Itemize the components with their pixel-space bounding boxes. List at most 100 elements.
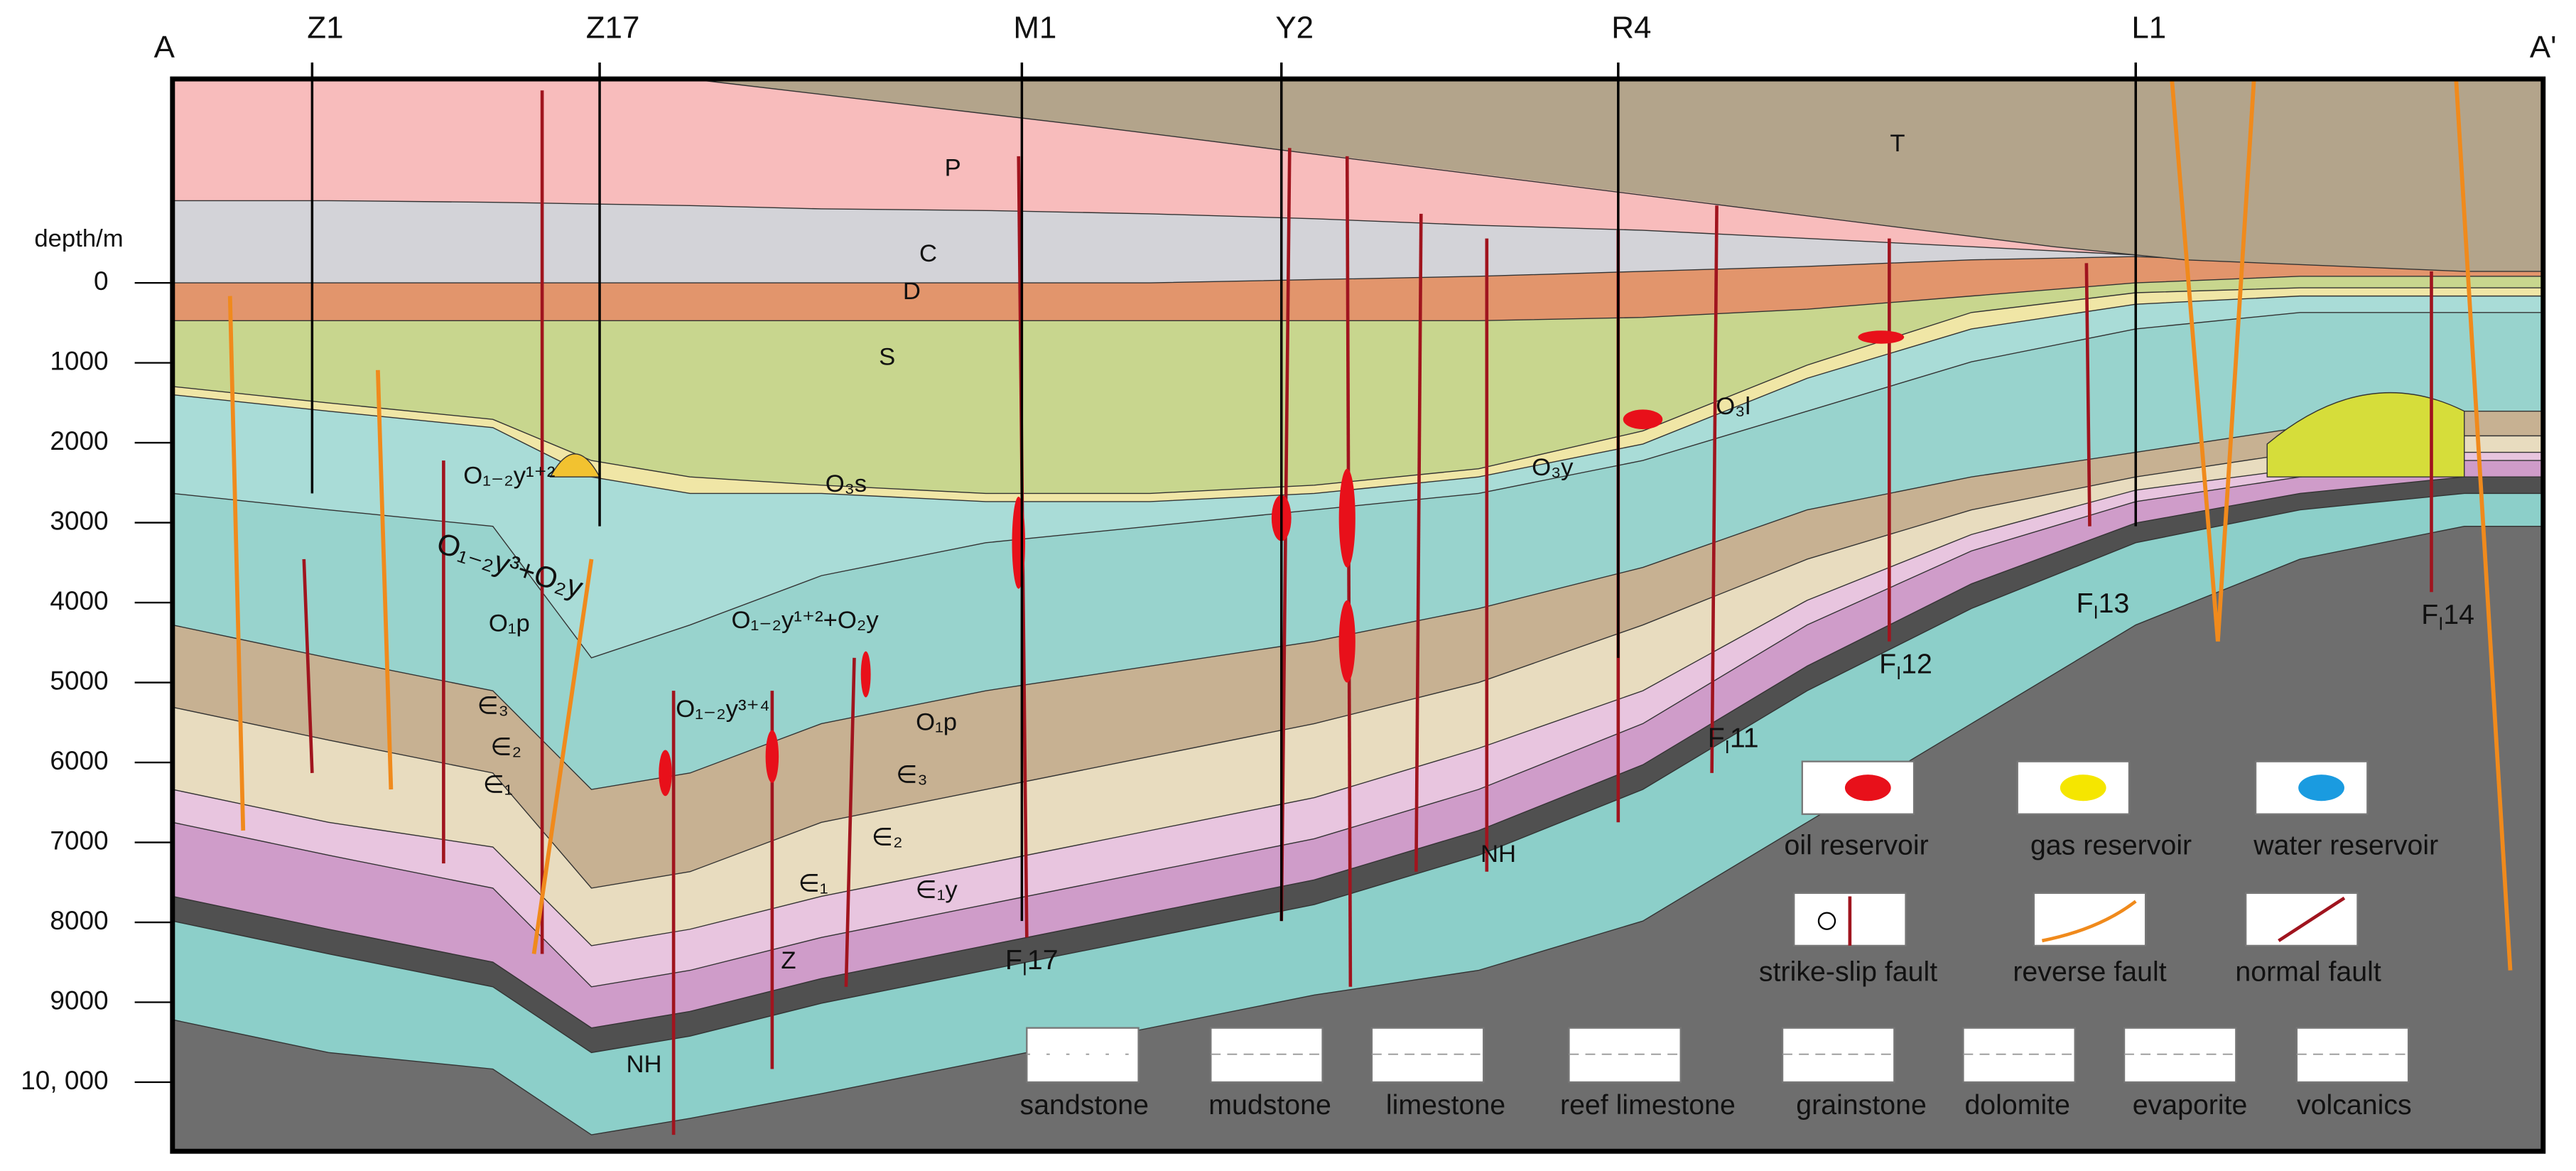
fault-label: FI17 <box>1005 944 1059 979</box>
well-name: L1 <box>2131 10 2166 45</box>
depth-tick-label: 10, 000 <box>21 1065 108 1095</box>
legend-label: reef limestone <box>1560 1089 1736 1121</box>
legend-box <box>2123 1027 2237 1084</box>
stratum-label: O₃l <box>1716 393 1750 420</box>
stratum-label: ∈₂ <box>872 824 903 851</box>
stratum-label: S <box>879 344 895 371</box>
fault-number: 14 <box>2443 599 2474 630</box>
stratum-label: ∈₁ <box>799 870 828 897</box>
legend-box <box>1801 760 1915 815</box>
uplift <box>2266 392 2465 477</box>
legend-box <box>1962 1027 2076 1084</box>
oil-body <box>1012 497 1025 589</box>
reverse-fault <box>531 558 594 954</box>
depth-tick-label: 8000 <box>50 905 108 935</box>
depth-tick-label: 1000 <box>50 345 108 375</box>
stratum-label: ∈₁y <box>916 877 958 904</box>
depth-tick-label: 3000 <box>50 505 108 535</box>
oil-body <box>765 730 779 783</box>
legend-box <box>1781 1027 1895 1084</box>
depth-tick-label: 2000 <box>50 426 108 455</box>
stratum-label: O₃s <box>826 470 867 497</box>
legend-label: limestone <box>1386 1089 1505 1121</box>
fault-number: 17 <box>1027 944 1059 976</box>
fault-sub: I <box>1022 959 1027 979</box>
fault-number: 11 <box>1730 723 1759 754</box>
fault-sub: I <box>1896 664 1901 684</box>
fault-label: FI11 <box>1708 723 1759 757</box>
legend-box <box>1370 1027 1485 1084</box>
legend-label: sandstone <box>1020 1089 1149 1121</box>
fault-label: FI12 <box>1879 649 1932 684</box>
frame <box>170 76 2546 1154</box>
stratum-label: ∈₃ <box>896 762 927 789</box>
reverse-fault <box>227 296 246 831</box>
strata <box>172 78 2544 1152</box>
legend-label: reverse fault <box>2013 956 2166 988</box>
stratum-label: C <box>919 240 937 267</box>
fault-line <box>844 657 856 987</box>
well-name: Z17 <box>586 10 640 45</box>
stratum-label: O₁₋₂y³⁺⁴ <box>676 696 770 723</box>
well-name: M1 <box>1013 10 1056 45</box>
stratum-label: O₁p <box>916 709 957 736</box>
legend-label: volcanics <box>2297 1089 2412 1121</box>
fault-number: 13 <box>2099 588 2130 619</box>
legend-label: grainstone <box>1796 1089 1927 1121</box>
legend-box <box>2295 1027 2410 1084</box>
depth-tick-label: 7000 <box>50 825 108 855</box>
well-name: Y2 <box>1275 10 1314 45</box>
legend-label: water reservoir <box>2253 829 2438 860</box>
legend-box <box>1026 1027 1140 1084</box>
stratum-label: ∈₂ <box>490 733 521 760</box>
fault-prefix: F <box>2421 599 2438 630</box>
legend-label: evaporite <box>2133 1089 2248 1121</box>
oil-body <box>1623 409 1663 430</box>
well-name: Z1 <box>307 10 343 45</box>
stratum-label: Z <box>781 947 796 974</box>
legend-symbol <box>2060 775 2106 802</box>
fault-line <box>1414 213 1423 872</box>
legend-symbol <box>1817 912 1836 930</box>
fault-sub: I <box>2438 614 2443 634</box>
labels: Z1 Z17 M1 Y2 R4 L1A A'depth/m01000200030004000… <box>21 10 2556 1121</box>
fault-prefix: F <box>1005 944 1022 976</box>
reverse-fault <box>375 369 394 790</box>
reverse-fault <box>2170 78 2220 642</box>
stratum-label: NH <box>1481 841 1516 868</box>
fault-prefix: F <box>1879 649 1896 680</box>
depth-title: depth/m <box>34 225 123 252</box>
stratum-label: O₃y <box>1532 454 1574 481</box>
stratum-label: ∈₁ <box>483 772 513 799</box>
stratum-label: T <box>1890 130 1905 157</box>
oil-body <box>860 651 871 698</box>
faults <box>227 62 2513 1135</box>
fault-label: FI13 <box>2077 588 2130 622</box>
legend-symbol <box>2298 775 2344 802</box>
oil-body <box>1858 330 1905 344</box>
depth-tick-label: 0 <box>94 266 109 296</box>
reverse-fault <box>2454 78 2513 971</box>
legend-label: gas reservoir <box>2030 829 2192 860</box>
oil-body <box>1338 600 1355 683</box>
legend-box <box>1568 1027 1682 1084</box>
depth-tick-label: 5000 <box>50 665 108 695</box>
legend-label: dolomite <box>1964 1089 2070 1121</box>
legend-label: strike-slip fault <box>1759 956 1937 988</box>
fault-line <box>2084 263 2091 527</box>
depth-tick-label: 4000 <box>50 586 108 615</box>
reverse-fault <box>2215 78 2256 642</box>
legend-symbol <box>2278 896 2346 942</box>
gas-body <box>549 453 601 477</box>
fault-line <box>1710 205 1719 773</box>
depth-tick-label: 9000 <box>50 985 108 1015</box>
fault-prefix: F <box>1708 723 1725 754</box>
legend-label: normal fault <box>2235 956 2381 988</box>
stratum-label: O₁₋₂y¹⁺² <box>463 462 555 489</box>
stratum-label: NH <box>626 1051 661 1078</box>
stratum-label: O₁₋₂y¹⁺²+O₂y <box>732 607 880 634</box>
oil-body <box>1338 468 1355 568</box>
fault-prefix: F <box>2077 588 2094 619</box>
